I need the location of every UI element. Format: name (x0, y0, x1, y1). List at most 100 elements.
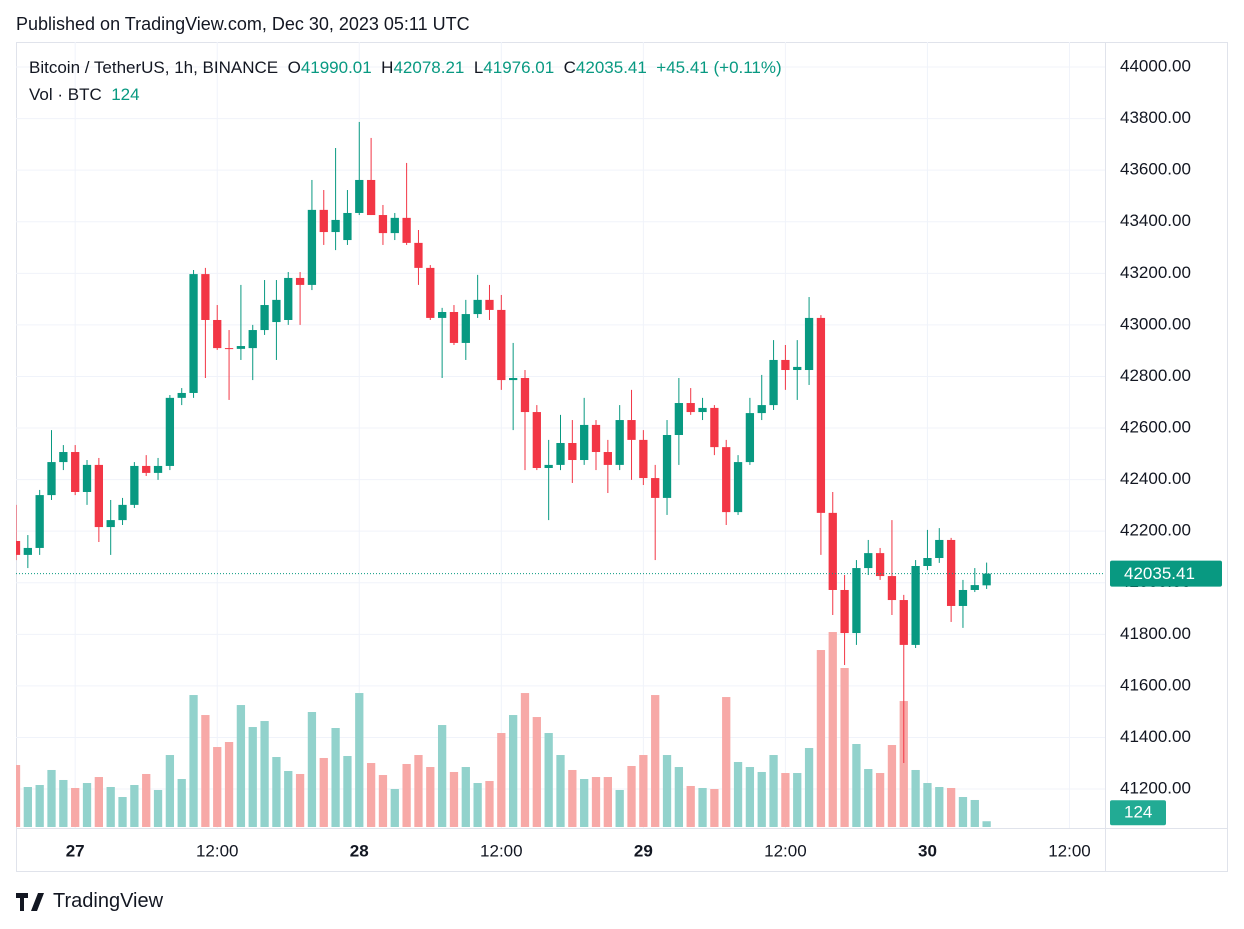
candle-body (828, 512, 837, 590)
volume-bar (236, 705, 246, 827)
candle-body (899, 600, 908, 645)
volume-bar (757, 771, 766, 827)
candle-body (390, 217, 399, 234)
candle-body (627, 420, 636, 440)
candle-body (16, 540, 21, 555)
candle-body (82, 464, 92, 492)
volume-bar (710, 789, 719, 827)
candle-body (71, 452, 80, 492)
y-tick-label: 43400.00 (1120, 211, 1191, 230)
volume-bar (142, 773, 151, 827)
candle-body (331, 219, 340, 233)
volume-bar (603, 777, 612, 827)
brand-logo (16, 893, 44, 911)
candle-body (639, 439, 648, 479)
candle-body (804, 317, 814, 371)
candle-body (260, 305, 269, 331)
y-tick-label: 41800.00 (1120, 624, 1191, 643)
volume-legend: Vol · BTC 124 (29, 85, 140, 105)
candle-body (47, 462, 56, 496)
candle-body (153, 465, 163, 473)
volume-bar (935, 787, 944, 827)
volume-bar (745, 767, 755, 827)
candle-body (887, 576, 897, 601)
candle-body (355, 179, 364, 213)
volume-bar (674, 767, 684, 827)
candle-body (272, 299, 281, 323)
candle-body (366, 179, 376, 216)
candle-body (165, 397, 175, 466)
legend-row: Bitcoin / TetherUS, 1h, BINANCE O41990.0… (29, 58, 782, 78)
candle-body (544, 464, 553, 469)
volume-bar (402, 763, 411, 827)
candle-body (426, 267, 435, 318)
x-tick-label: 28 (350, 841, 369, 860)
candle-body (982, 573, 991, 586)
y-tick-label: 43800.00 (1120, 108, 1191, 127)
candle-body (568, 442, 577, 461)
candle-body (970, 585, 979, 590)
volume-bar (568, 769, 577, 827)
candle-body (733, 462, 743, 513)
candle-body (781, 359, 790, 371)
volume-layer (16, 632, 991, 827)
candle-body (224, 348, 234, 350)
volume-bar (556, 755, 565, 827)
volume-bar (272, 757, 281, 827)
candle-body (497, 309, 506, 381)
volume-bar (769, 755, 778, 827)
legend-label: L (473, 58, 484, 77)
volume-bar (71, 787, 80, 827)
candle-body (189, 274, 198, 393)
volume-bar (627, 765, 636, 827)
candle-body (307, 209, 317, 285)
y-tick-label: 41200.00 (1120, 779, 1191, 798)
volume-bar (165, 755, 175, 827)
legend-value: 41990.01 (300, 58, 372, 77)
candle-body (911, 566, 920, 645)
volume-bar (899, 701, 908, 827)
volume-bar (544, 733, 553, 827)
candle-body (793, 366, 802, 371)
y-tick-label: 42400.00 (1120, 469, 1191, 488)
volume-bar (118, 797, 127, 827)
published-note: Published on TradingView.com, Dec 30, 20… (16, 14, 470, 34)
volume-bar (875, 773, 885, 827)
candle-body (686, 403, 695, 413)
candle-body (864, 553, 873, 569)
volume-bar (532, 717, 541, 827)
volume-bar (733, 761, 743, 827)
candle-body (94, 464, 104, 528)
volume-bar (970, 799, 979, 827)
candle-body (556, 442, 565, 465)
volume-bar (449, 771, 459, 827)
x-tick-label: 12:00 (196, 841, 239, 860)
volume-value: 124 (111, 85, 140, 104)
volume-bar (686, 785, 695, 827)
volume-bar (840, 668, 849, 827)
volume-badge (1110, 800, 1166, 826)
y-tick-label: 41600.00 (1120, 675, 1191, 694)
x-tick-label: 29 (634, 841, 653, 860)
x-tick-label: 12:00 (480, 841, 523, 860)
legend-label: O (287, 58, 301, 77)
symbol: Bitcoin / TetherUS, 1h, BINANCE (29, 58, 279, 77)
volume-bar (923, 783, 932, 827)
candle-body (603, 452, 612, 465)
candle-body (769, 359, 778, 406)
volume-bar (520, 693, 530, 827)
volume-bar (213, 747, 222, 827)
y-tick-label: 43600.00 (1120, 160, 1191, 179)
legend-label: H (381, 58, 394, 77)
volume-bar (698, 787, 707, 827)
volume-bar (461, 767, 470, 827)
candle-body (295, 277, 305, 285)
volume-bar (911, 769, 920, 827)
volume-bar (651, 695, 660, 827)
volume-label: Vol · BTC (29, 85, 102, 104)
candle-body (698, 407, 707, 413)
x-tick-label: 27 (66, 841, 85, 860)
volume-bar (591, 777, 601, 827)
